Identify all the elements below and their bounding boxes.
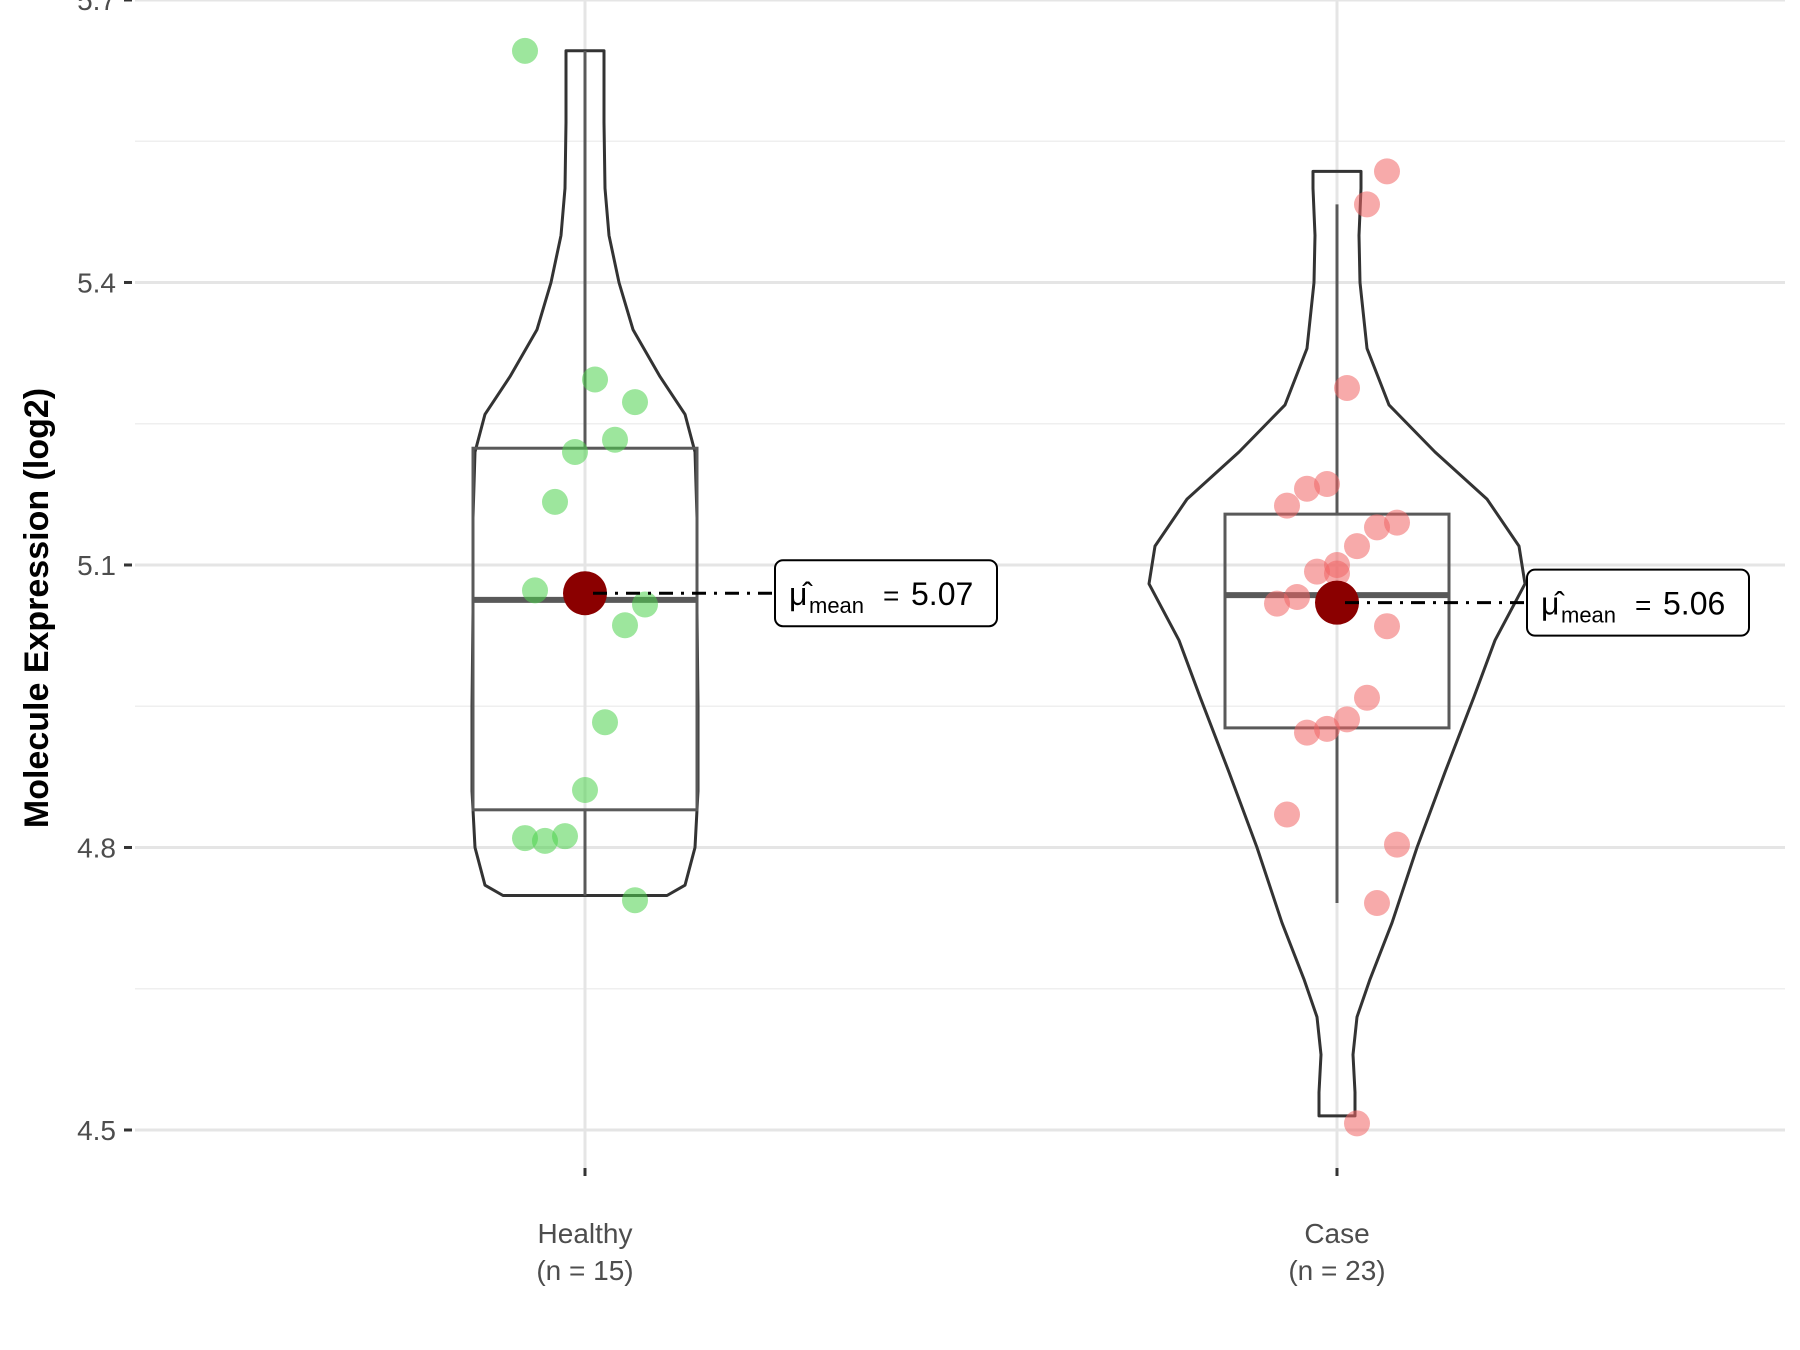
x-tick-n-label: (n = 23)	[1288, 1255, 1385, 1286]
data-point	[592, 709, 618, 736]
data-point	[1314, 715, 1340, 742]
data-point	[572, 777, 598, 804]
data-point	[1344, 1110, 1370, 1137]
data-point	[562, 438, 588, 465]
mean-label-subscript: mean	[1561, 603, 1616, 628]
y-axis-title: Molecule Expression (log2)	[18, 388, 56, 828]
data-point	[542, 488, 568, 515]
data-point	[632, 591, 658, 618]
mean-marker	[1315, 580, 1359, 625]
data-point	[532, 827, 558, 854]
data-point	[1374, 158, 1400, 185]
data-point	[622, 389, 648, 416]
data-point	[1334, 374, 1360, 401]
data-point	[1384, 831, 1410, 858]
axes: 4.5 4.8 5.1 5.4 5.7 Healthy (n = 15) Case (n = 2…	[77, 0, 1386, 1286]
data-points	[512, 37, 1410, 1137]
data-point	[1344, 533, 1370, 560]
data-point	[1334, 706, 1360, 733]
y-tick-label: 4.5	[77, 1115, 116, 1146]
y-tick-label: 4.8	[77, 832, 116, 863]
x-tick-label: Case	[1304, 1218, 1369, 1249]
mean-label-equals: =	[883, 580, 899, 611]
data-point	[1304, 558, 1330, 585]
data-point	[1264, 590, 1290, 617]
mean-label-value: 5.07	[911, 576, 973, 612]
data-point	[1274, 492, 1300, 519]
y-tick-label: 5.7	[77, 0, 116, 16]
y-tick-label: 5.4	[77, 267, 116, 298]
data-point	[602, 426, 628, 453]
data-point	[612, 612, 638, 639]
data-point	[1294, 719, 1320, 746]
mean-label-subscript: mean	[809, 593, 864, 618]
mean-label-box	[774, 559, 998, 628]
violin-case	[1147, 169, 1527, 1118]
mean-label-equals: =	[1635, 590, 1651, 621]
mean-label-value: 5.06	[1663, 586, 1725, 622]
x-tick-label: Healthy	[538, 1218, 633, 1249]
data-point	[622, 887, 648, 914]
data-point	[1364, 514, 1390, 541]
data-point	[1354, 684, 1380, 711]
data-point	[1384, 509, 1410, 536]
mean-marker	[563, 571, 607, 616]
data-point	[1284, 583, 1310, 610]
y-tick-label: 5.1	[77, 550, 116, 581]
data-point	[522, 577, 548, 604]
x-tick-n-label: (n = 15)	[536, 1255, 633, 1286]
data-point	[582, 366, 608, 393]
data-point	[1314, 470, 1340, 497]
data-point	[1324, 551, 1350, 578]
data-point	[1374, 613, 1400, 640]
data-point	[1364, 890, 1390, 917]
data-point	[552, 823, 578, 850]
mean-markers: μ̂ mean = 5.07 μ̂ mean = 5.06	[563, 559, 1750, 637]
mean-label-box	[1526, 568, 1750, 637]
data-point	[1354, 191, 1380, 218]
data-point	[512, 37, 538, 64]
data-point	[512, 825, 538, 852]
data-point	[1294, 475, 1320, 502]
data-point	[1274, 801, 1300, 828]
